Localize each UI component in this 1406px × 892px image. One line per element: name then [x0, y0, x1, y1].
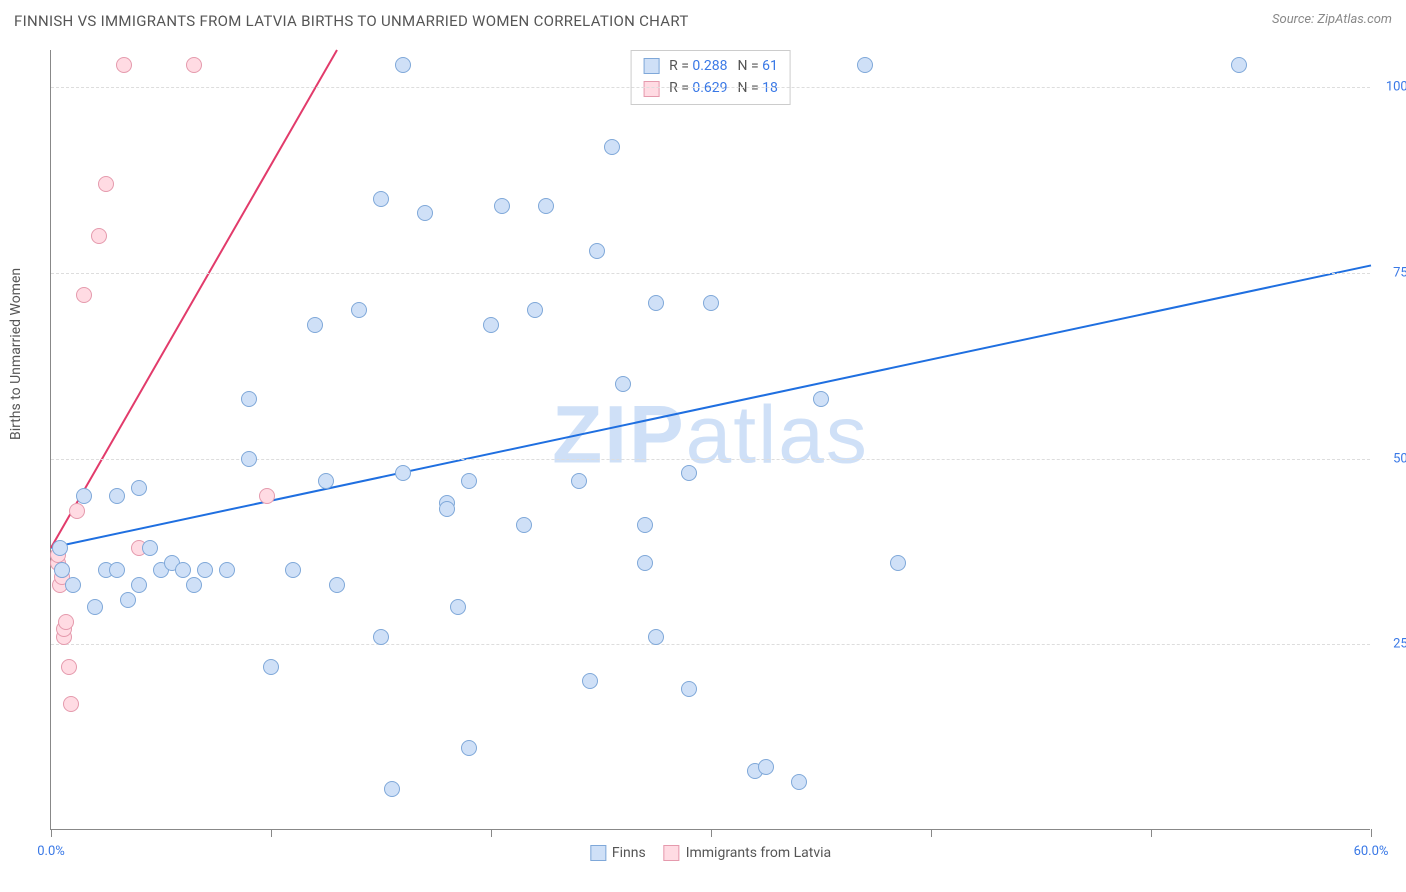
- x-tick-label: 0.0%: [37, 844, 65, 859]
- data-point: [373, 191, 389, 207]
- data-point: [681, 465, 697, 481]
- data-point: [681, 681, 697, 697]
- data-point: [1231, 57, 1247, 73]
- data-point: [516, 517, 532, 533]
- data-point: [439, 501, 455, 517]
- y-axis-label: Births to Unmarried Women: [8, 268, 24, 440]
- data-point: [241, 391, 257, 407]
- data-point: [285, 562, 301, 578]
- data-point: [263, 659, 279, 675]
- source-attribution: Source: ZipAtlas.com: [1272, 12, 1392, 30]
- data-point: [582, 673, 598, 689]
- swatch-finns: [590, 845, 606, 861]
- data-point: [417, 205, 433, 221]
- data-point: [76, 488, 92, 504]
- x-tick: [51, 829, 52, 837]
- data-point: [69, 503, 85, 519]
- data-point: [65, 577, 81, 593]
- data-point: [142, 540, 158, 556]
- data-point: [76, 287, 92, 303]
- data-point: [373, 629, 389, 645]
- stats-legend: R = 0.288 N = 61 R = 0.629 N = 18: [630, 50, 791, 105]
- data-point: [131, 480, 147, 496]
- legend-item-latvia: Immigrants from Latvia: [664, 845, 831, 861]
- data-point: [890, 555, 906, 571]
- data-point: [241, 451, 257, 467]
- data-point: [604, 139, 620, 155]
- data-point: [109, 562, 125, 578]
- gridline: [51, 87, 1370, 88]
- data-point: [318, 473, 334, 489]
- data-point: [58, 614, 74, 630]
- x-tick: [491, 829, 492, 837]
- swatch-latvia: [664, 845, 680, 861]
- bottom-legend: Finns Immigrants from Latvia: [590, 845, 831, 861]
- trend-lines: [51, 50, 1370, 829]
- data-point: [63, 696, 79, 712]
- x-tick: [1151, 829, 1152, 837]
- data-point: [637, 555, 653, 571]
- y-tick-label: 75.0%: [1393, 265, 1406, 280]
- gridline: [51, 644, 1370, 645]
- stats-row-latvia: R = 0.629 N = 18: [643, 77, 778, 99]
- swatch-finns: [643, 58, 659, 74]
- x-tick-label: 60.0%: [1354, 844, 1389, 859]
- x-tick: [931, 829, 932, 837]
- data-point: [538, 198, 554, 214]
- data-point: [813, 391, 829, 407]
- data-point: [648, 629, 664, 645]
- data-point: [120, 592, 136, 608]
- x-tick: [711, 829, 712, 837]
- data-point: [703, 295, 719, 311]
- plot-area: ZIPatlas R = 0.288 N = 61 R = 0.629 N = …: [50, 50, 1370, 830]
- data-point: [131, 577, 147, 593]
- y-tick-label: 100.0%: [1386, 80, 1406, 95]
- data-point: [395, 57, 411, 73]
- data-point: [589, 243, 605, 259]
- chart-title: FINNISH VS IMMIGRANTS FROM LATVIA BIRTHS…: [14, 12, 689, 30]
- data-point: [186, 57, 202, 73]
- data-point: [87, 599, 103, 615]
- data-point: [615, 376, 631, 392]
- data-point: [219, 562, 235, 578]
- data-point: [395, 465, 411, 481]
- data-point: [791, 774, 807, 790]
- x-tick: [1371, 829, 1372, 837]
- data-point: [109, 488, 125, 504]
- data-point: [758, 759, 774, 775]
- data-point: [329, 577, 345, 593]
- legend-item-finns: Finns: [590, 845, 646, 861]
- data-point: [384, 781, 400, 797]
- data-point: [54, 562, 70, 578]
- y-tick-label: 50.0%: [1393, 451, 1406, 466]
- y-tick-label: 25.0%: [1393, 637, 1406, 652]
- data-point: [307, 317, 323, 333]
- x-tick: [271, 829, 272, 837]
- data-point: [91, 228, 107, 244]
- data-point: [186, 577, 202, 593]
- data-point: [52, 540, 68, 556]
- data-point: [857, 57, 873, 73]
- data-point: [351, 302, 367, 318]
- data-point: [494, 198, 510, 214]
- data-point: [571, 473, 587, 489]
- data-point: [648, 295, 664, 311]
- data-point: [61, 659, 77, 675]
- trend-line: [51, 50, 337, 548]
- gridline: [51, 273, 1370, 274]
- data-point: [259, 488, 275, 504]
- data-point: [461, 473, 477, 489]
- data-point: [637, 517, 653, 533]
- data-point: [483, 317, 499, 333]
- data-point: [175, 562, 191, 578]
- data-point: [197, 562, 213, 578]
- swatch-latvia: [643, 81, 659, 97]
- data-point: [116, 57, 132, 73]
- data-point: [461, 740, 477, 756]
- data-point: [527, 302, 543, 318]
- data-point: [98, 176, 114, 192]
- data-point: [450, 599, 466, 615]
- stats-row-finns: R = 0.288 N = 61: [643, 55, 778, 77]
